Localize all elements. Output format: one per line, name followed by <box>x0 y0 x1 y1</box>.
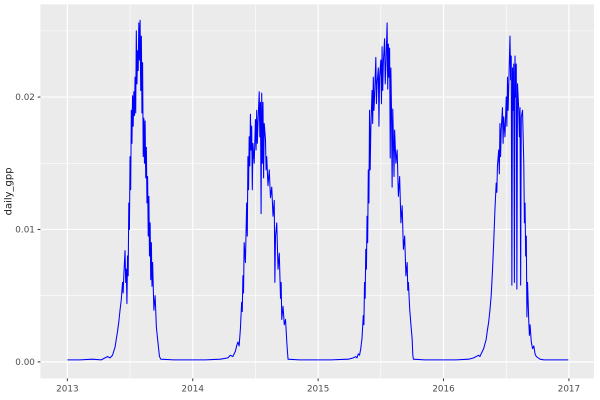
grid-major <box>40 4 594 379</box>
y-tick-label: 0.01 <box>15 226 35 236</box>
x-tick-label: 2014 <box>182 384 205 394</box>
x-tick-label: 2015 <box>307 384 329 394</box>
x-tick-label: 2017 <box>558 384 580 394</box>
gpp-line <box>67 19 569 361</box>
panel-background <box>40 4 594 379</box>
data-series <box>67 19 569 361</box>
x-tick-label: 2016 <box>432 384 455 394</box>
panel-rect <box>40 4 594 379</box>
x-axis: 2013 2014 2015 2016 2017 <box>56 378 580 394</box>
x-tick-label: 2013 <box>56 384 78 394</box>
y-tick-label: 0.02 <box>15 93 35 103</box>
y-axis: 0.00 0.01 0.02 <box>15 93 41 368</box>
y-axis-title: daily_gpp <box>4 167 15 215</box>
y-tick-label: 0.00 <box>15 358 35 368</box>
